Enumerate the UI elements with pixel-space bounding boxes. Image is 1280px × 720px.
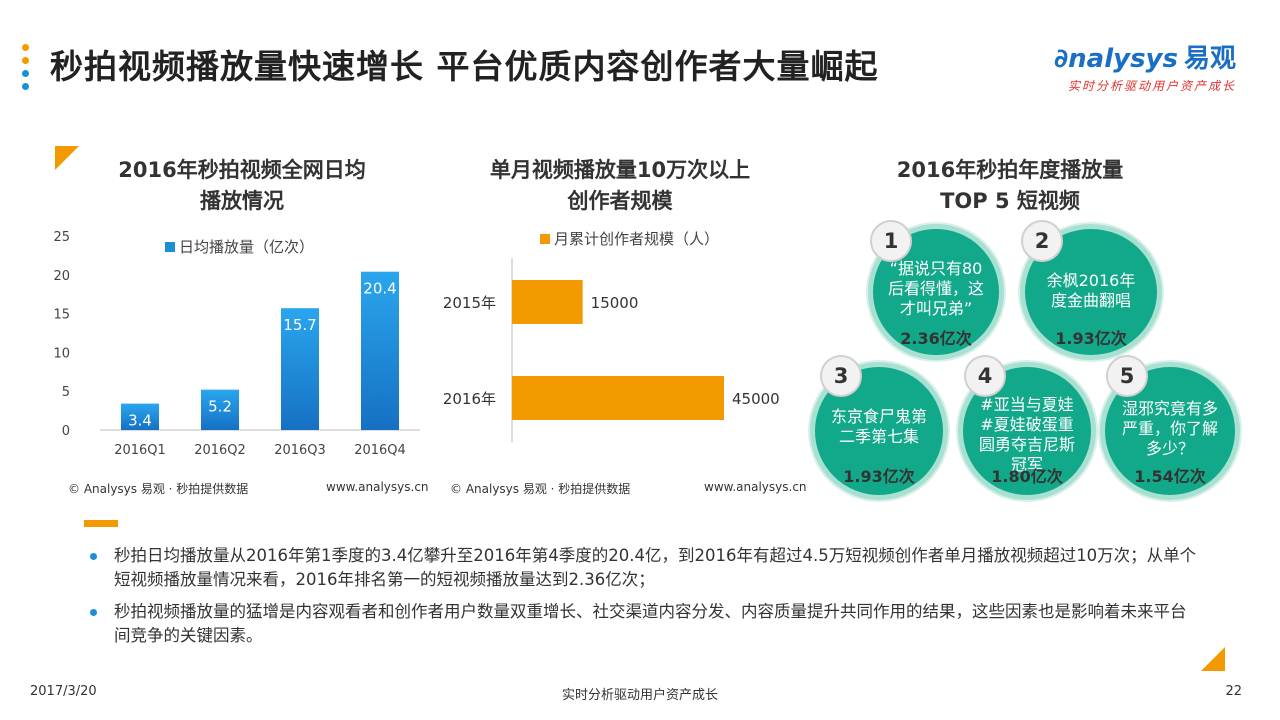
chart1-daily-plays-bar-chart: 0 5 10 15 20 25 3.4 2016Q1 5.2 2016Q2 15.7 2016Q3 20…	[53, 230, 420, 458]
bar-2016年	[512, 376, 724, 420]
summary-bullet-text: 秒拍日均播放量从2016年第1季度的3.4亿攀升至2016年第4季度的20.4亿…	[114, 546, 1197, 589]
top5-rank-badge: 3	[820, 355, 862, 397]
bar-value-label: 20.4	[363, 280, 396, 298]
summary-bullet: 秒拍视频播放量的猛增是内容观看者和创作者用户数量双重增长、社交渠道内容分发、内容…	[90, 600, 1200, 648]
y-tick-label: 2015年	[443, 294, 496, 312]
bar-value-label: 3.4	[128, 412, 152, 430]
page-number: 22	[1225, 684, 1242, 699]
chart2-creators-bar-chart: 2015年 15000 2016年 45000	[443, 258, 780, 442]
summary-bullet-text: 秒拍视频播放量的猛增是内容观看者和创作者用户数量双重增长、社交渠道内容分发、内容…	[114, 602, 1187, 645]
x-tick-label: 2016Q2	[194, 443, 246, 458]
summary-bullets: 秒拍日均播放量从2016年第1季度的3.4亿攀升至2016年第4季度的20.4亿…	[90, 544, 1200, 656]
top5-item-plays: 1.93亿次	[1055, 329, 1127, 348]
chart2-site: www.analysys.cn	[704, 480, 807, 494]
orange-dot	[22, 44, 29, 51]
chart2-title-line2: 创作者规模	[567, 189, 673, 213]
logo-brand-cn: 易观	[1183, 44, 1236, 74]
analysys-logo: ∂nalysys 易观 实时分析驱动用户资产成长	[1054, 38, 1236, 94]
bullet-dot-icon	[90, 609, 97, 616]
y-tick-label: 15	[53, 308, 70, 323]
chart2-title: 单月视频播放量10万次以上 创作者规模	[460, 155, 780, 217]
top5-item-title: 东京食尸鬼第二季第七集	[830, 407, 927, 446]
y-tick-label: 10	[53, 346, 70, 361]
top5-title-line2: TOP 5 短视频	[940, 189, 1080, 213]
top5-item-title: 湿邪究竟有多严重，你了解多少？	[1121, 399, 1218, 458]
top5-rank-badge: 1	[870, 220, 912, 262]
y-tick-label: 20	[53, 269, 70, 284]
corner-triangle-icon	[1201, 647, 1225, 671]
y-tick-label: 25	[53, 230, 70, 245]
bar-2016Q1	[121, 403, 159, 430]
title-dots	[22, 44, 32, 96]
top5-item-title: #亚当与夏娃#夏娃破蛋重圆勇夺吉尼斯冠军	[978, 395, 1075, 474]
bar-2016Q3	[281, 308, 319, 430]
footer-slogan: 实时分析驱动用户资产成长	[561, 688, 718, 703]
blue-dot	[22, 83, 29, 90]
logo-wordmark: ∂nalysys 易观	[1054, 38, 1236, 75]
bar-value-label: 45000	[732, 390, 780, 408]
y-tick-label: 2016年	[443, 390, 496, 408]
chart1-site: www.analysys.cn	[326, 480, 429, 494]
bar-2015年	[512, 280, 583, 324]
top5-item-plays: 1.93亿次	[843, 467, 915, 486]
bar-value-label: 5.2	[208, 398, 232, 416]
top5-item-title: 余枫2016年度金曲翻唱	[1046, 271, 1136, 310]
chart1-source: © Analysys 易观 · 秒拍提供数据	[68, 482, 249, 496]
chart1-title: 2016年秒拍视频全网日均 播放情况	[92, 155, 392, 217]
x-tick-label: 2016Q3	[274, 443, 326, 458]
bar-value-label: 15.7	[283, 316, 316, 334]
footer-date: 2017/3/20	[30, 684, 97, 699]
top5-rank-badge: 2	[1021, 220, 1063, 262]
chart1-title-line1: 2016年秒拍视频全网日均	[118, 158, 366, 182]
bar-value-label: 15000	[591, 294, 639, 312]
blue-dot	[22, 70, 29, 77]
chart2-title-line1: 单月视频播放量10万次以上	[489, 158, 751, 182]
top5-title: 2016年秒拍年度播放量 TOP 5 短视频	[860, 155, 1160, 217]
x-tick-label: 2016Q4	[354, 443, 406, 458]
top5-item-plays: 1.80亿次	[991, 467, 1063, 486]
logo-tagline: 实时分析驱动用户资产成长	[1067, 79, 1236, 93]
chart2-legend: 月累计创作者规模（人）	[540, 228, 719, 249]
x-tick-label: 2016Q1	[114, 443, 166, 458]
section-divider	[84, 520, 118, 527]
chart1-title-line2: 播放情况	[200, 189, 284, 213]
bar-2016Q2	[201, 389, 239, 430]
top5-rank-badge: 5	[1106, 355, 1148, 397]
chart1-legend-swatch	[165, 242, 175, 252]
top5-rank-badge: 4	[964, 355, 1006, 397]
top5-item-title: “据说只有80后看得懂，这才叫兄弟”	[887, 259, 984, 318]
corner-triangle-icon	[55, 146, 79, 170]
chart1-legend-label: 日均播放量（亿次）	[179, 238, 315, 256]
chart2-legend-swatch	[540, 234, 550, 244]
orange-dot	[22, 57, 29, 64]
chart2-source: © Analysys 易观 · 秒拍提供数据	[450, 482, 631, 496]
top5-item-plays: 2.36亿次	[900, 329, 972, 348]
bullet-dot-icon	[90, 553, 97, 560]
logo-brand: nalysys	[1068, 44, 1178, 74]
bar-2016Q4	[361, 271, 399, 430]
y-tick-label: 5	[62, 385, 70, 400]
top5-item-plays: 1.54亿次	[1134, 467, 1206, 486]
summary-bullet: 秒拍日均播放量从2016年第1季度的3.4亿攀升至2016年第4季度的20.4亿…	[90, 544, 1200, 592]
logo-a-swoosh-icon: ∂	[1054, 44, 1069, 74]
page-title: 秒拍视频播放量快速增长 平台优质内容创作者大量崛起	[50, 47, 879, 86]
top5-title-line1: 2016年秒拍年度播放量	[896, 158, 1124, 182]
chart2-legend-label: 月累计创作者规模（人）	[554, 230, 720, 248]
y-tick-label: 0	[62, 424, 70, 439]
chart1-legend: 日均播放量（亿次）	[165, 236, 314, 257]
top5-item-5: 湿邪究竟有多严重，你了解多少？ 1.54亿次	[1100, 362, 1240, 500]
